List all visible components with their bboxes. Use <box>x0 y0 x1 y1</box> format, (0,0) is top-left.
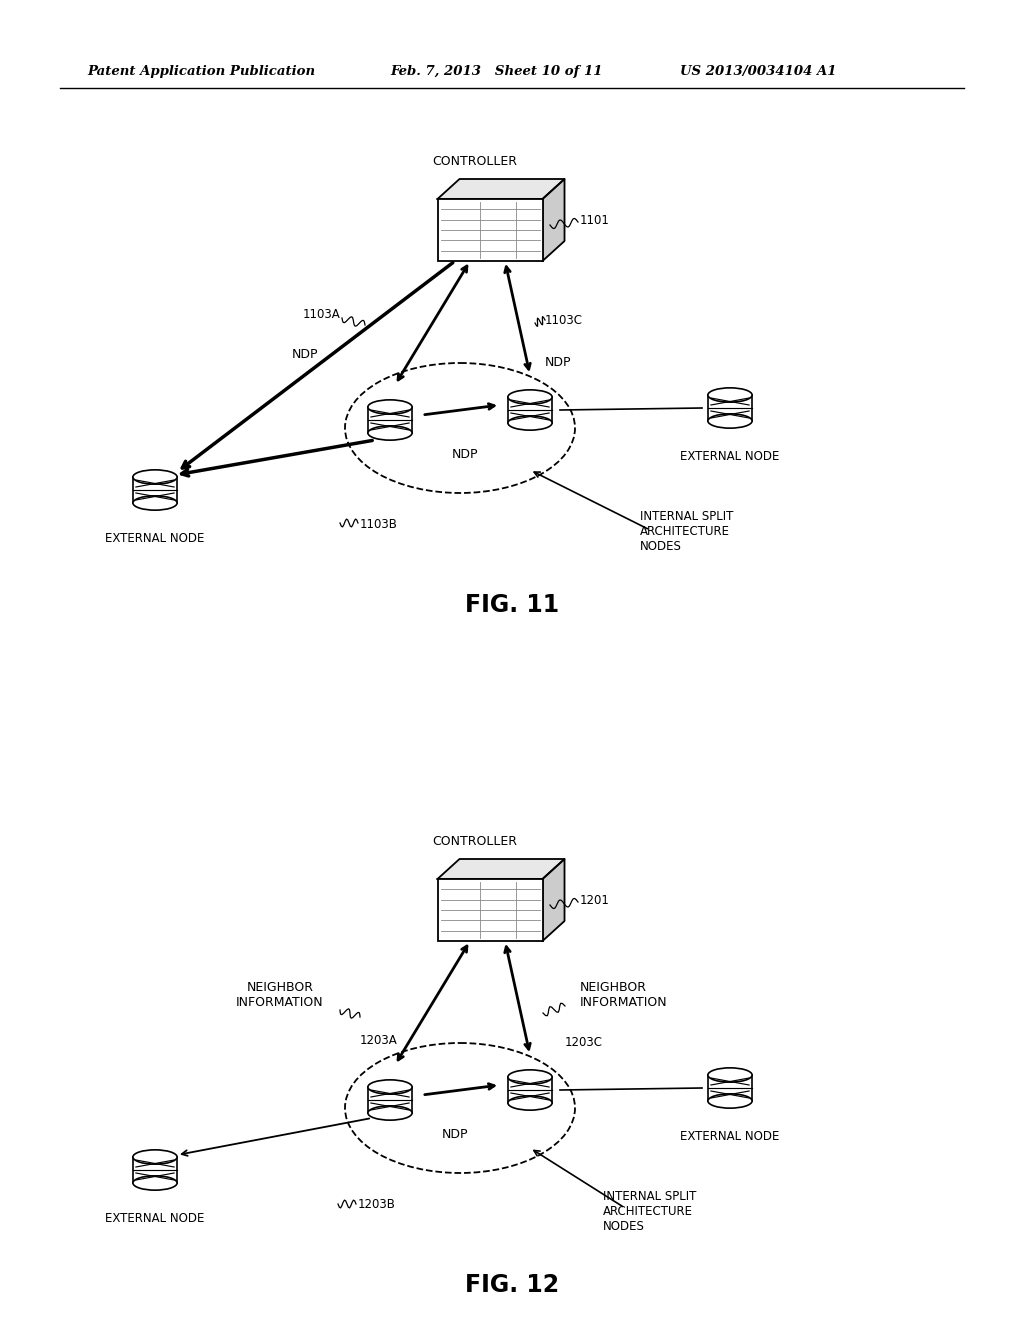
Ellipse shape <box>133 496 177 510</box>
Text: INTERNAL SPLIT
ARCHITECTURE
NODES: INTERNAL SPLIT ARCHITECTURE NODES <box>603 1191 696 1233</box>
Bar <box>368 1086 412 1113</box>
Bar <box>437 879 543 941</box>
Polygon shape <box>437 180 564 199</box>
Text: NDP: NDP <box>545 356 571 370</box>
Bar <box>368 407 412 433</box>
Text: 1103C: 1103C <box>545 314 583 326</box>
Ellipse shape <box>708 388 752 403</box>
Text: FIG. 11: FIG. 11 <box>465 593 559 616</box>
Text: FIG. 12: FIG. 12 <box>465 1272 559 1298</box>
Text: NDP: NDP <box>452 449 478 462</box>
Text: EXTERNAL NODE: EXTERNAL NODE <box>680 1130 779 1143</box>
Text: 1101: 1101 <box>580 214 610 227</box>
Text: EXTERNAL NODE: EXTERNAL NODE <box>680 450 779 463</box>
Ellipse shape <box>708 414 752 428</box>
Text: Patent Application Publication: Patent Application Publication <box>87 66 315 78</box>
Text: NEIGHBOR
INFORMATION: NEIGHBOR INFORMATION <box>237 981 324 1008</box>
Ellipse shape <box>368 400 412 414</box>
Polygon shape <box>437 859 564 879</box>
Text: US 2013/0034104 A1: US 2013/0034104 A1 <box>680 66 837 78</box>
Bar <box>508 397 552 422</box>
Text: 1203B: 1203B <box>358 1199 396 1212</box>
Text: 1103A: 1103A <box>302 309 340 322</box>
Bar <box>133 477 177 503</box>
Ellipse shape <box>508 1069 552 1084</box>
Ellipse shape <box>133 470 177 484</box>
Polygon shape <box>543 859 564 941</box>
Ellipse shape <box>368 1106 412 1121</box>
Ellipse shape <box>508 1096 552 1110</box>
Ellipse shape <box>508 416 552 430</box>
Ellipse shape <box>508 389 552 404</box>
Text: Feb. 7, 2013   Sheet 10 of 11: Feb. 7, 2013 Sheet 10 of 11 <box>390 66 602 78</box>
Text: CONTROLLER: CONTROLLER <box>432 836 517 847</box>
Text: 1203C: 1203C <box>565 1035 603 1048</box>
Text: CONTROLLER: CONTROLLER <box>432 154 517 168</box>
Ellipse shape <box>708 1094 752 1109</box>
Ellipse shape <box>368 1080 412 1094</box>
Bar <box>133 1158 177 1183</box>
Text: NEIGHBOR
INFORMATION: NEIGHBOR INFORMATION <box>580 981 668 1008</box>
Text: EXTERNAL NODE: EXTERNAL NODE <box>105 1212 205 1225</box>
Polygon shape <box>543 180 564 261</box>
Text: NDP: NDP <box>292 348 318 362</box>
Ellipse shape <box>133 1176 177 1191</box>
Text: NDP: NDP <box>441 1129 468 1142</box>
Bar <box>708 1074 752 1101</box>
Ellipse shape <box>133 1150 177 1164</box>
Bar <box>708 395 752 421</box>
Text: 1201: 1201 <box>580 894 610 907</box>
Text: 1103B: 1103B <box>360 519 398 532</box>
Bar <box>437 199 543 261</box>
Ellipse shape <box>708 1068 752 1082</box>
Text: 1203A: 1203A <box>360 1034 397 1047</box>
Bar <box>508 1077 552 1104</box>
Text: EXTERNAL NODE: EXTERNAL NODE <box>105 532 205 545</box>
Text: INTERNAL SPLIT
ARCHITECTURE
NODES: INTERNAL SPLIT ARCHITECTURE NODES <box>640 510 733 553</box>
Ellipse shape <box>368 426 412 440</box>
